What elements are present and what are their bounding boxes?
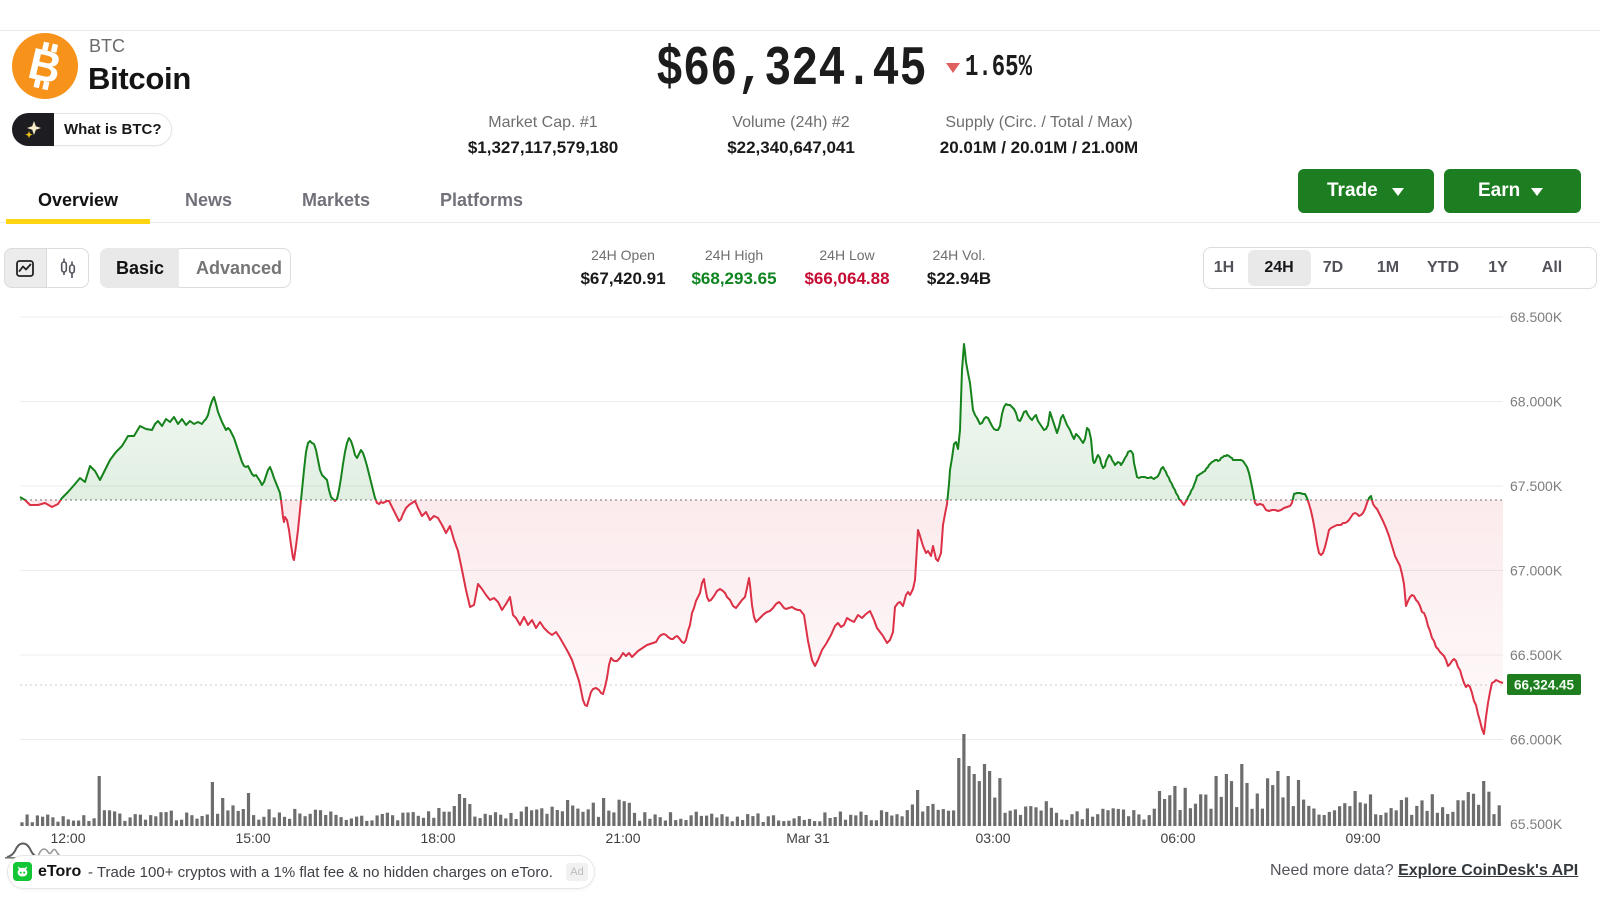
- svg-text:03:00: 03:00: [975, 830, 1010, 846]
- svg-text:66.000K: 66.000K: [1510, 732, 1563, 748]
- svg-text:65.500K: 65.500K: [1510, 816, 1563, 832]
- svg-text:Mar 31: Mar 31: [786, 830, 830, 846]
- svg-text:12:00: 12:00: [50, 830, 85, 846]
- svg-text:21:00: 21:00: [605, 830, 640, 846]
- svg-text:68.500K: 68.500K: [1510, 309, 1563, 325]
- svg-text:68.000K: 68.000K: [1510, 394, 1563, 410]
- svg-text:66.500K: 66.500K: [1510, 647, 1563, 663]
- svg-text:15:00: 15:00: [235, 830, 270, 846]
- svg-text:66,324.45: 66,324.45: [1514, 678, 1575, 693]
- svg-text:67.500K: 67.500K: [1510, 478, 1563, 494]
- svg-text:06:00: 06:00: [1160, 830, 1195, 846]
- svg-text:67.000K: 67.000K: [1510, 563, 1563, 579]
- svg-text:09:00: 09:00: [1345, 830, 1380, 846]
- svg-text:18:00: 18:00: [420, 830, 455, 846]
